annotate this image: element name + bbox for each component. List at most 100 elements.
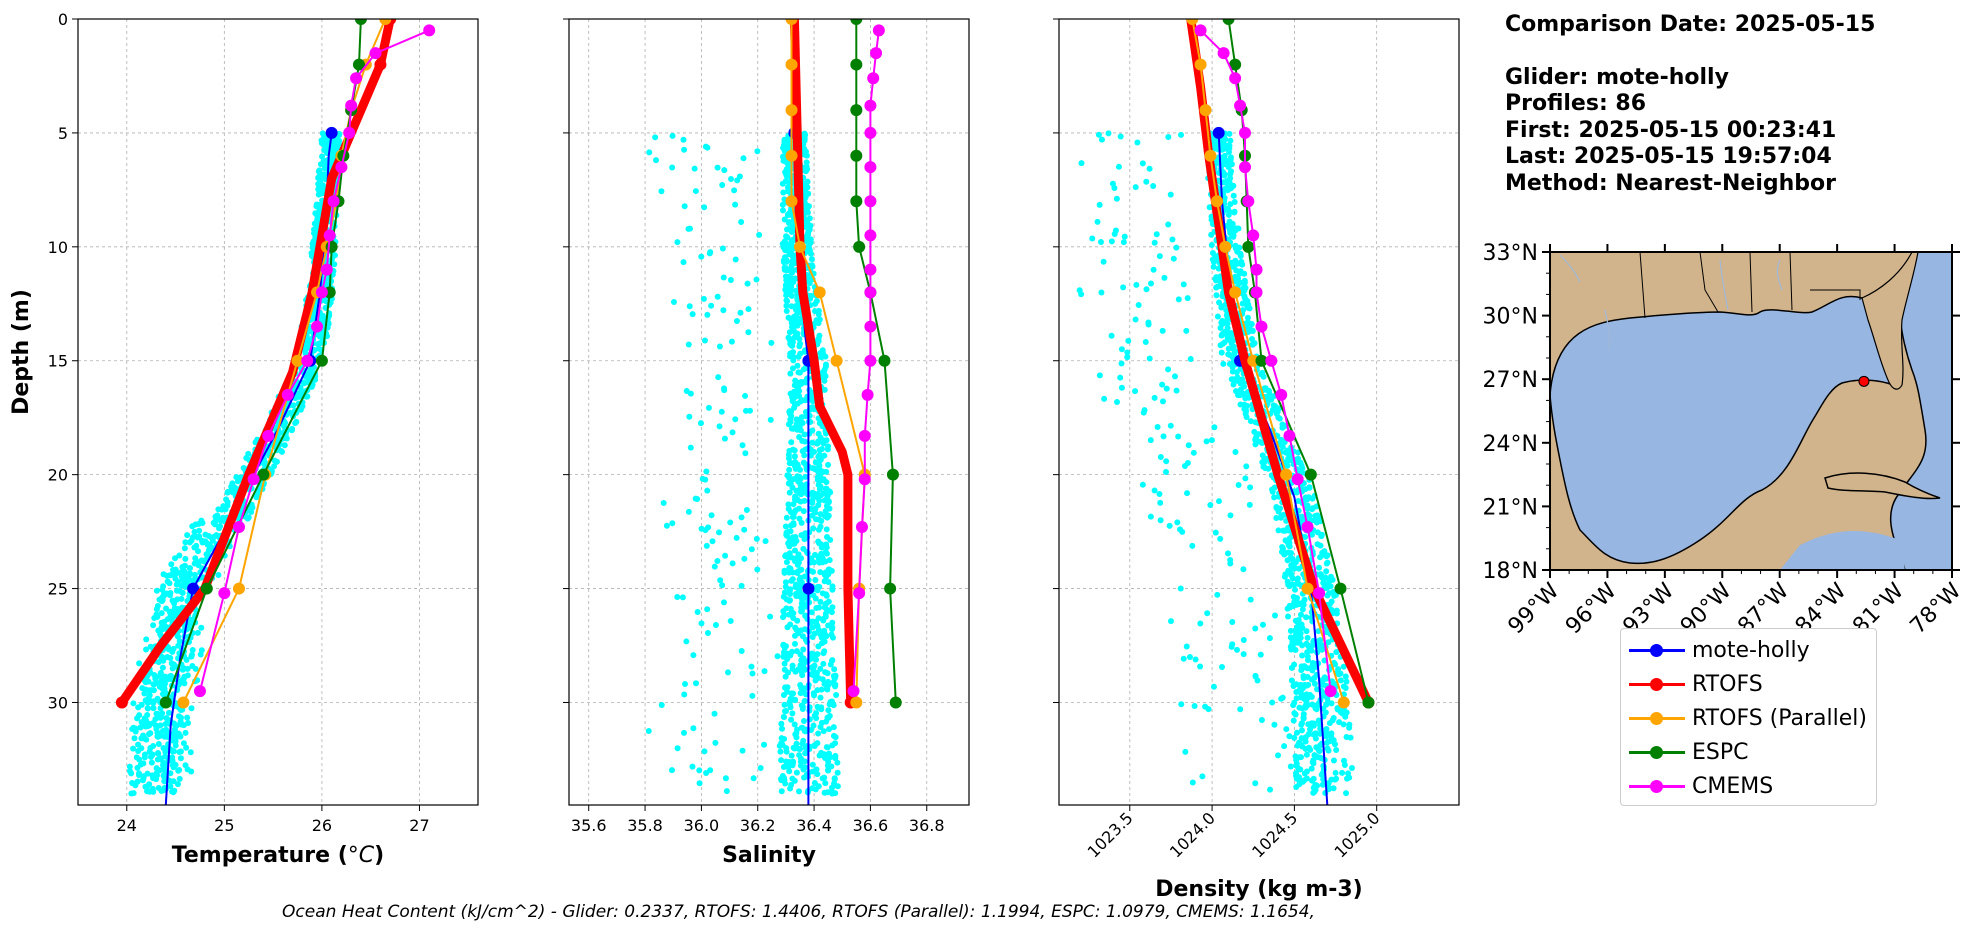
x-tick-label: 36.0	[684, 816, 720, 835]
glider-observation-point	[1314, 686, 1321, 693]
glider-observation-point	[181, 545, 188, 552]
glider-observation-point	[153, 587, 160, 594]
glider-observation-point	[803, 190, 810, 197]
series-marker	[793, 240, 806, 253]
glider-observation-point	[753, 276, 760, 283]
glider-observation-point	[1225, 145, 1232, 152]
glider-observation-point	[826, 701, 833, 708]
glider-observation-point	[834, 783, 841, 790]
glider-observation-point	[1165, 366, 1172, 373]
series-marker	[1362, 696, 1375, 709]
glider-observation-point	[1293, 729, 1300, 736]
glider-observation-point	[785, 314, 792, 321]
glider-observation-point	[824, 514, 831, 521]
glider-observation-point	[790, 615, 797, 622]
glider-observation-point	[1332, 769, 1339, 776]
glider-observation-point	[708, 512, 715, 519]
glider-observation-point	[153, 770, 160, 777]
glider-observation-point	[144, 705, 151, 712]
glider-observation-point	[1156, 490, 1163, 497]
glider-observation-point	[261, 460, 268, 467]
glider-observation-point	[674, 594, 681, 601]
glider-observation-point	[225, 489, 232, 496]
glider-observation-point	[1297, 611, 1304, 618]
glider-observation-point	[1287, 627, 1294, 634]
glider-observation-point	[1244, 403, 1251, 410]
x-tick-label: 35.6	[571, 816, 607, 835]
glider-observation-point	[804, 184, 811, 191]
glider-observation-point	[1254, 677, 1261, 684]
x-tick-label: 36.6	[853, 816, 889, 835]
glider-observation-point	[1348, 765, 1355, 772]
glider-observation-point	[813, 621, 820, 628]
glider-observation-point	[1222, 319, 1229, 326]
series-marker	[785, 195, 798, 208]
glider-observation-point	[1317, 542, 1324, 549]
glider-observation-point	[1311, 517, 1318, 524]
glider-observation-point	[182, 584, 189, 591]
glider-observation-point	[1330, 714, 1337, 721]
glider-observation-point	[196, 533, 203, 540]
glider-observation-point	[789, 342, 796, 349]
glider-observation-point	[744, 280, 751, 287]
series-marker	[159, 696, 172, 709]
series-marker	[847, 685, 860, 698]
glider-observation-point	[1208, 216, 1215, 223]
glider-observation-point	[1108, 238, 1115, 245]
glider-observation-point	[1218, 349, 1225, 356]
glider-observation-point	[1097, 238, 1104, 245]
glider-observation-point	[1290, 717, 1297, 724]
glider-observation-point	[1240, 637, 1247, 644]
glider-observation-point	[828, 631, 835, 638]
glider-observation-point	[1109, 180, 1116, 187]
glider-observation-point	[1278, 695, 1285, 702]
glider-observation-point	[138, 701, 145, 708]
glider-observation-point	[822, 755, 829, 762]
glider-observation-point	[170, 778, 177, 785]
glider-observation-point	[829, 742, 836, 749]
series-marker	[884, 582, 897, 595]
glider-observation-point	[738, 582, 745, 589]
glider-observation-point	[155, 740, 162, 747]
glider-observation-point	[1298, 513, 1305, 520]
glider-observation-point	[1179, 528, 1186, 535]
x-tick-label: 36.8	[909, 816, 945, 835]
series-marker	[232, 582, 245, 595]
glider-observation-point	[1330, 757, 1337, 764]
glider-observation-point	[817, 511, 824, 518]
glider-observation-point	[1132, 184, 1139, 191]
glider-observation-point	[1159, 398, 1166, 405]
glider-observation-point	[717, 577, 724, 584]
series-marker	[1247, 229, 1260, 242]
glider-observation-point	[823, 534, 830, 541]
glider-observation-point	[801, 758, 808, 765]
glider-observation-point	[825, 461, 832, 468]
glider-observation-point	[696, 767, 703, 774]
glider-observation-point	[1108, 332, 1115, 339]
glider-observation-point	[1150, 266, 1157, 273]
glider-observation-point	[1140, 409, 1147, 416]
glider-observation-point	[1237, 706, 1244, 713]
glider-observation-point	[823, 503, 830, 510]
glider-observation-point	[785, 220, 792, 227]
glider-observation-point	[821, 638, 828, 645]
glider-observation-point	[1157, 517, 1164, 524]
glider-observation-point	[801, 573, 808, 580]
glider-observation-point	[696, 780, 703, 787]
glider-observation-point	[815, 643, 822, 650]
glider-observation-point	[812, 577, 819, 584]
glider-observation-point	[302, 343, 309, 350]
glider-observation-point	[804, 238, 811, 245]
glider-observation-point	[791, 547, 798, 554]
glider-observation-point	[176, 552, 183, 559]
glider-observation-point	[177, 755, 184, 762]
glider-observation-point	[1214, 591, 1221, 598]
glider-observation-point	[1225, 345, 1232, 352]
glider-observation-point	[790, 690, 797, 697]
glider-observation-point	[1199, 773, 1206, 780]
glider-observation-point	[1303, 751, 1310, 758]
glider-observation-point	[142, 723, 149, 730]
glider-observation-point	[783, 748, 790, 755]
glider-observation-point	[809, 439, 816, 446]
glider-observation-point	[1300, 715, 1307, 722]
